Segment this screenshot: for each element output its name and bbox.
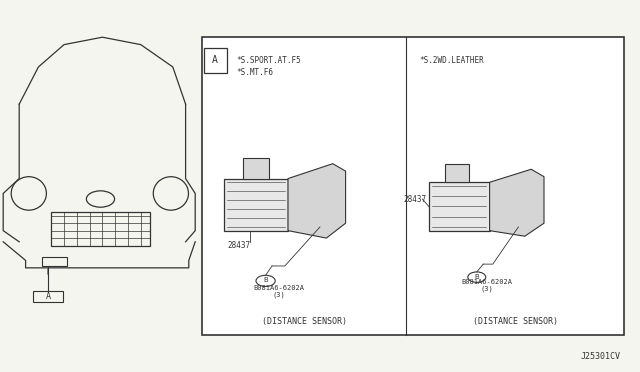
Bar [42, 257, 67, 266]
FancyBboxPatch shape [204, 48, 227, 73]
Bar [51, 212, 150, 246]
Circle shape [468, 272, 486, 282]
Text: A: A [212, 55, 218, 65]
Text: 28437: 28437 [403, 195, 426, 203]
Bar [243, 158, 269, 179]
Text: B081A6-6202A
(3): B081A6-6202A (3) [461, 279, 512, 292]
Bar [224, 179, 288, 231]
Text: 28437: 28437 [227, 241, 250, 250]
Circle shape [256, 275, 275, 286]
Bar [445, 164, 469, 182]
Text: *S.2WD.LEATHER: *S.2WD.LEATHER [419, 56, 484, 65]
Text: (DISTANCE SENSOR): (DISTANCE SENSOR) [473, 317, 557, 326]
Polygon shape [490, 169, 544, 236]
Text: B: B [263, 278, 268, 283]
Text: B081A6-6202A
(3): B081A6-6202A (3) [253, 285, 304, 298]
Text: A: A [45, 292, 51, 301]
FancyBboxPatch shape [33, 291, 63, 302]
Text: B: B [474, 274, 479, 280]
Text: (DISTANCE SENSOR): (DISTANCE SENSOR) [262, 317, 346, 326]
Bar [429, 182, 490, 231]
Text: *S.SPORT.AT.F5
*S.MT.F6: *S.SPORT.AT.F5 *S.MT.F6 [237, 56, 301, 77]
Bar [202, 37, 624, 335]
Text: J25301CV: J25301CV [581, 352, 621, 361]
Polygon shape [288, 164, 346, 238]
